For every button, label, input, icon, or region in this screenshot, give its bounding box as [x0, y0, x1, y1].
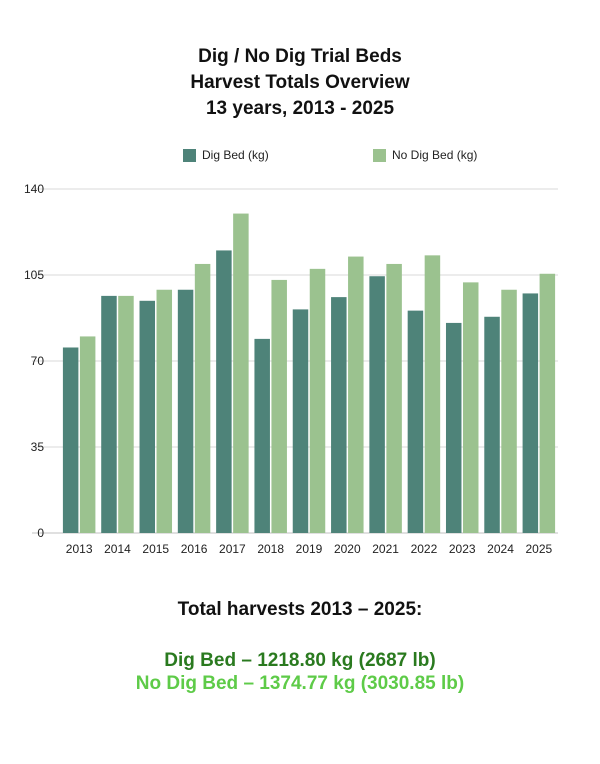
totals-section: Total harvests 2013 – 2025: Dig Bed – 12…: [0, 597, 600, 695]
y-tick-label: 0: [37, 526, 44, 540]
x-tick-label: 2021: [372, 542, 399, 556]
legend-label-dig: Dig Bed (kg): [202, 148, 269, 162]
x-tick-label: 2020: [334, 542, 361, 556]
legend-item-nodig: No Dig Bed (kg): [373, 148, 477, 162]
x-tick-label: 2018: [257, 542, 284, 556]
chart-title-line-3: 13 years, 2013 - 2025: [205, 98, 395, 119]
bar-nodig: [156, 289, 173, 533]
bar-nodig: [79, 336, 96, 533]
legend-swatch-dig: [183, 148, 196, 162]
bar-dig: [407, 310, 424, 533]
bar-dig: [292, 309, 309, 533]
bar-dig: [101, 295, 117, 533]
x-tick-label: 2023: [449, 542, 476, 556]
bar-dig: [484, 316, 500, 533]
x-tick-label: 2017: [219, 542, 246, 556]
chart-title: Dig / No Dig Trial Beds Harvest Totals O…: [0, 44, 600, 122]
x-tick-label: 2019: [296, 542, 323, 556]
x-tick-label: 2025: [525, 542, 552, 556]
chart-legend: Dig Bed (kg) No Dig Bed (kg): [0, 148, 600, 168]
bar-dig: [177, 289, 194, 533]
y-tick-label: 105: [24, 268, 44, 282]
bar-nodig: [309, 268, 326, 533]
totals-dig-line: Dig Bed – 1218.80 kg (2687 lb): [164, 650, 436, 671]
bar-nodig: [233, 213, 249, 534]
chart-title-line-1: Dig / No Dig Trial Beds: [198, 46, 402, 67]
bar-nodig: [501, 289, 517, 533]
bar-nodig: [271, 279, 287, 533]
x-tick-label: 2013: [66, 542, 93, 556]
y-tick-label: 70: [31, 354, 45, 368]
bar-dig: [216, 250, 232, 533]
x-tick-label: 2022: [411, 542, 438, 556]
totals-nodig-line: No Dig Bed – 1374.77 kg (3030.85 lb): [135, 673, 465, 694]
bar-dig: [62, 347, 79, 533]
bar-nodig: [462, 282, 479, 533]
chart-title-line-2: Harvest Totals Overview: [190, 72, 410, 93]
bar-dig: [254, 338, 270, 533]
bar-dig: [445, 322, 462, 533]
legend-label-nodig: No Dig Bed (kg): [392, 148, 478, 162]
totals-heading: Total harvests 2013 – 2025:: [177, 599, 423, 620]
legend-item-dig: Dig Bed (kg): [183, 148, 269, 162]
bar-nodig: [348, 256, 364, 533]
bar-nodig: [118, 295, 134, 533]
legend-swatch-nodig: [373, 148, 386, 162]
y-tick-label: 140: [24, 182, 44, 196]
bar-nodig: [539, 273, 556, 533]
x-tick-label: 2016: [181, 542, 208, 556]
x-tick-label: 2014: [104, 542, 131, 556]
x-tick-label: 2015: [142, 542, 169, 556]
bar-dig: [331, 297, 347, 533]
bar-dig: [369, 276, 385, 533]
bar-nodig: [424, 255, 441, 533]
bar-chart: 0 35 70 105 140 2013 2014 2015 2016 2017 2018 2019 2…: [24, 182, 558, 556]
y-tick-label: 35: [31, 440, 45, 454]
bar-dig: [522, 293, 539, 533]
x-tick-label: 2024: [487, 542, 514, 556]
bar-nodig: [194, 263, 211, 533]
bar-nodig: [386, 263, 402, 533]
bar-dig: [139, 300, 156, 533]
